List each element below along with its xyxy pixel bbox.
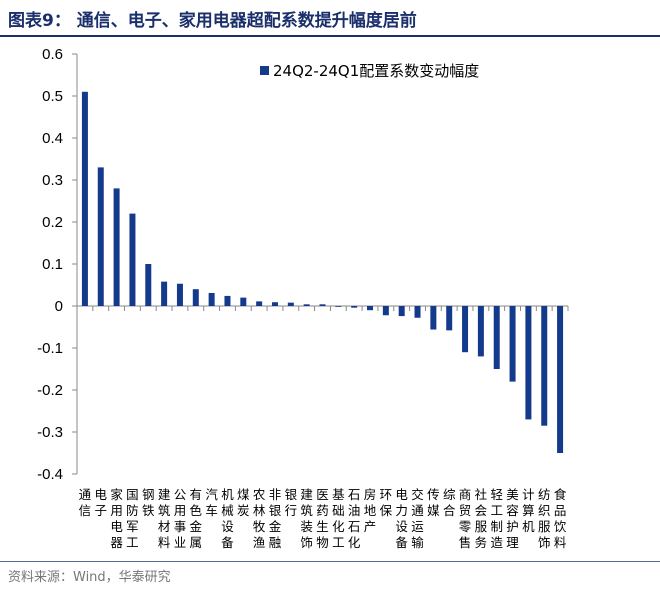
y-tick-label: -0.3 bbox=[37, 424, 63, 441]
footer-divider bbox=[0, 561, 660, 562]
bar bbox=[493, 306, 500, 369]
bar bbox=[192, 289, 199, 306]
x-tick-label: 建筑装饰 bbox=[300, 487, 313, 550]
bar bbox=[525, 306, 532, 420]
bar bbox=[414, 306, 421, 318]
x-tick-label: 综合 bbox=[443, 487, 456, 518]
x-tick-label: 社会服务 bbox=[475, 487, 488, 550]
bar bbox=[240, 297, 247, 306]
bar-layer bbox=[81, 91, 564, 453]
bar bbox=[541, 306, 548, 426]
bar bbox=[129, 213, 136, 306]
title-divider bbox=[0, 35, 660, 37]
x-tick-label: 交通运输 bbox=[411, 487, 424, 550]
y-tick-label: 0.1 bbox=[42, 256, 63, 273]
bar bbox=[145, 264, 152, 306]
bar bbox=[557, 306, 564, 453]
x-tick-label: 钢铁 bbox=[142, 487, 155, 518]
x-tick-label: 轻工制造 bbox=[490, 487, 503, 550]
x-tick-label: 医药生物 bbox=[316, 487, 329, 550]
bar bbox=[477, 306, 484, 357]
y-tick-label: 0.5 bbox=[42, 88, 63, 105]
y-tick-label: 0 bbox=[55, 298, 63, 315]
y-tick-label: -0.2 bbox=[37, 382, 63, 399]
x-tick-label: 电力设备 bbox=[395, 487, 408, 550]
legend: 24Q2-24Q1配置系数变动幅度 bbox=[260, 62, 479, 80]
y-tick-label: 0.2 bbox=[42, 214, 63, 231]
x-tick-label: 汽车 bbox=[205, 487, 218, 518]
x-tick-label: 石油石化 bbox=[348, 487, 361, 550]
bar bbox=[430, 306, 437, 330]
legend-label: 24Q2-24Q1配置系数变动幅度 bbox=[273, 62, 479, 80]
chart-title: 图表9： 通信、电子、家用电器超配系数提升幅度居前 bbox=[8, 11, 417, 31]
bar bbox=[446, 306, 453, 331]
source-note: 资料来源：Wind，华泰研究 bbox=[8, 570, 171, 585]
bar-chart: 0.6 0.5 0.4 0.3 0.2 0.1 0 -0.1 -0.2 -0.3 -0.4 通信电子… bbox=[37, 46, 569, 550]
x-tick-label: 通信 bbox=[79, 487, 92, 518]
bar bbox=[335, 306, 342, 307]
x-tick-label: 环保 bbox=[380, 487, 393, 518]
bar bbox=[351, 306, 358, 308]
y-tick-label: -0.1 bbox=[37, 340, 63, 357]
x-tick-label: 公用事业 bbox=[174, 487, 187, 550]
x-tick-label: 计算机 bbox=[522, 487, 535, 534]
axis-layer: 0.6 0.5 0.4 0.3 0.2 0.1 0 -0.1 -0.2 -0.3 -0.4 bbox=[37, 46, 569, 483]
bar bbox=[303, 304, 310, 306]
x-tick-label: 家用电器 bbox=[110, 487, 123, 550]
bar bbox=[382, 306, 389, 316]
x-tick-label: 商贸零售 bbox=[459, 487, 472, 550]
x-tick-label: 银行 bbox=[285, 487, 298, 518]
bar bbox=[161, 281, 168, 306]
y-tick-label: -0.4 bbox=[37, 466, 63, 483]
bar bbox=[256, 301, 263, 306]
x-tick-label: 农林牧渔 bbox=[253, 487, 266, 550]
x-tick-label: 有色金属 bbox=[190, 487, 203, 550]
bar bbox=[462, 306, 469, 353]
x-tick-label: 电子 bbox=[95, 487, 108, 518]
bar bbox=[113, 188, 120, 306]
bar bbox=[176, 283, 183, 306]
x-tick-label: 非银金融 bbox=[269, 487, 282, 550]
x-tick-label: 纺织服饰 bbox=[538, 487, 551, 550]
x-tick-label: 建筑材料 bbox=[158, 487, 171, 550]
y-tick-label: 0.3 bbox=[42, 172, 63, 189]
bar bbox=[367, 306, 374, 311]
x-tick-label: 基础化工 bbox=[332, 487, 345, 550]
label-layer: 通信电子家用电器国防军工钢铁建筑材料公用事业有色金属汽车机械设备煤炭农林牧渔非银… bbox=[79, 487, 567, 550]
bar bbox=[208, 292, 215, 306]
bar bbox=[97, 167, 104, 306]
bar bbox=[81, 91, 88, 306]
bar bbox=[224, 295, 231, 306]
x-tick-label: 房地产 bbox=[364, 487, 377, 534]
legend-swatch bbox=[260, 66, 269, 75]
x-tick-label: 美容护理 bbox=[506, 487, 519, 550]
x-tick-label: 传媒 bbox=[427, 487, 440, 518]
bar bbox=[319, 304, 326, 306]
bar bbox=[287, 302, 294, 306]
x-tick-label: 食品饮料 bbox=[554, 487, 567, 550]
x-tick-label: 国防军工 bbox=[126, 487, 139, 550]
y-tick-label: 0.4 bbox=[42, 130, 63, 147]
bar bbox=[271, 302, 278, 306]
bar bbox=[509, 306, 516, 382]
x-tick-label: 机械设备 bbox=[221, 487, 234, 550]
y-tick-label: 0.6 bbox=[42, 46, 63, 63]
x-tick-label: 煤炭 bbox=[237, 487, 250, 518]
bar bbox=[398, 306, 405, 317]
